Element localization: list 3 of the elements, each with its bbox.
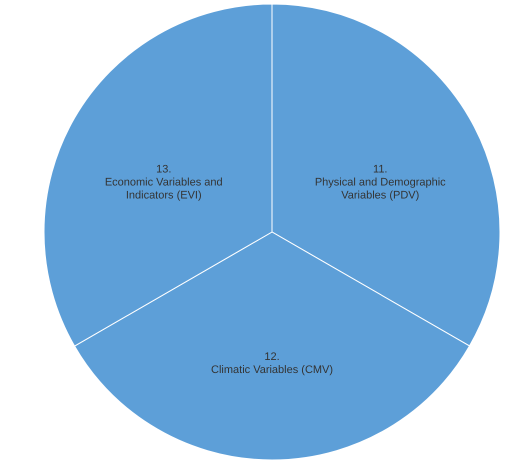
slice-label: 13. Economic Variables and Indicators (EVI)	[104, 164, 223, 202]
slice-label: 12. Climatic Variables (CMV)	[211, 351, 334, 376]
slice-label: 11. Physical and Demographic Variables (PDV)	[314, 163, 446, 202]
